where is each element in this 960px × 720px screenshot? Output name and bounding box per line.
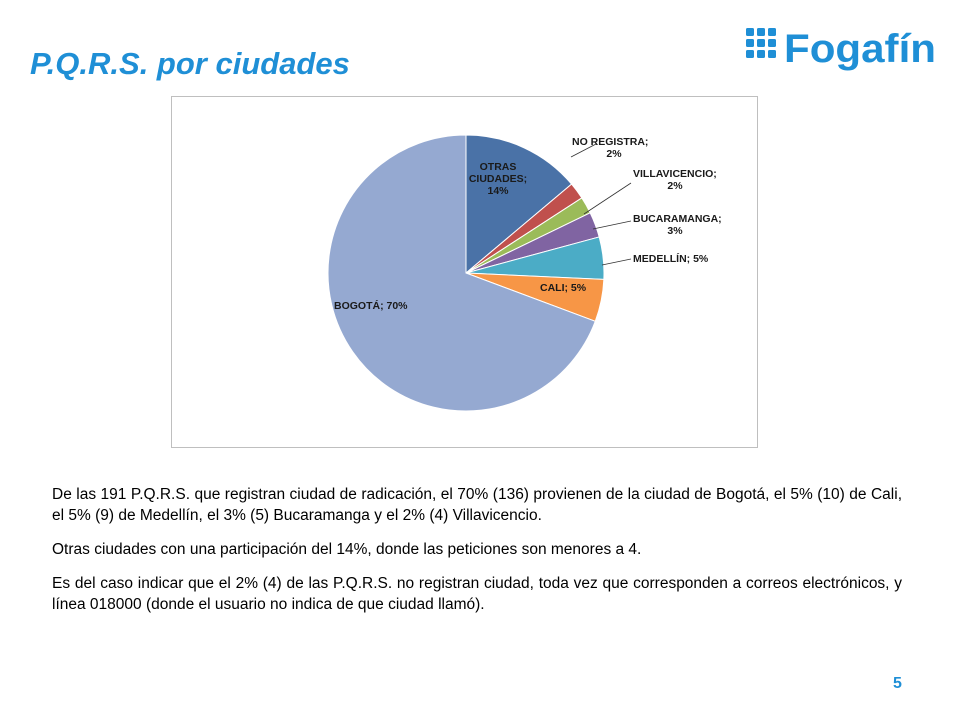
pie-chart-svg: OTRAS CIUDADES; 14% NO REGISTRA; 2% VILLAVICE… <box>327 134 722 412</box>
slice-label-medell-n: MEDELLÍN; 5% <box>633 252 709 265</box>
slide-title: P.Q.R.S. por ciudades <box>30 46 350 81</box>
slice-label-otras-ciudades: OTRAS CIUDADES; 14% <box>469 161 527 197</box>
description-text: De las 191 P.Q.R.S. que registran ciudad… <box>52 484 902 628</box>
fogafin-logo: Fogafín <box>746 27 936 71</box>
slice-label-bogot-: BOGOTÁ; 70% <box>334 299 408 312</box>
pie-slice-otras-ciudades <box>465 134 573 275</box>
pie-chart: OTRAS CIUDADES; 14% NO REGISTRA; 2% VILLAVICE… <box>171 96 758 448</box>
pie-slice-bogot- <box>327 134 596 412</box>
logo-dots-icon <box>746 28 776 58</box>
paragraph-other-cities: Otras ciudades con una participación del… <box>52 541 642 558</box>
slice-label-cali: CALI; 5% <box>540 282 587 294</box>
leader-line <box>583 182 632 215</box>
page-number: 5 <box>893 675 902 692</box>
paragraph-summary: De las 191 P.Q.R.S. que registran ciudad… <box>52 486 902 524</box>
logo-text: Fogafín <box>784 27 936 71</box>
slice-label-villavicencio: VILLAVICENCIO; 2% <box>633 168 717 192</box>
leader-line <box>601 258 632 266</box>
leader-line <box>570 143 597 158</box>
paragraph-no-city: Es del caso indicar que el 2% (4) de las… <box>52 575 902 613</box>
leader-line <box>592 220 632 230</box>
slice-label-bucaramanga: BUCARAMANGA; 3% <box>633 213 722 237</box>
slice-label-no-registra: NO REGISTRA; 2% <box>572 136 648 160</box>
